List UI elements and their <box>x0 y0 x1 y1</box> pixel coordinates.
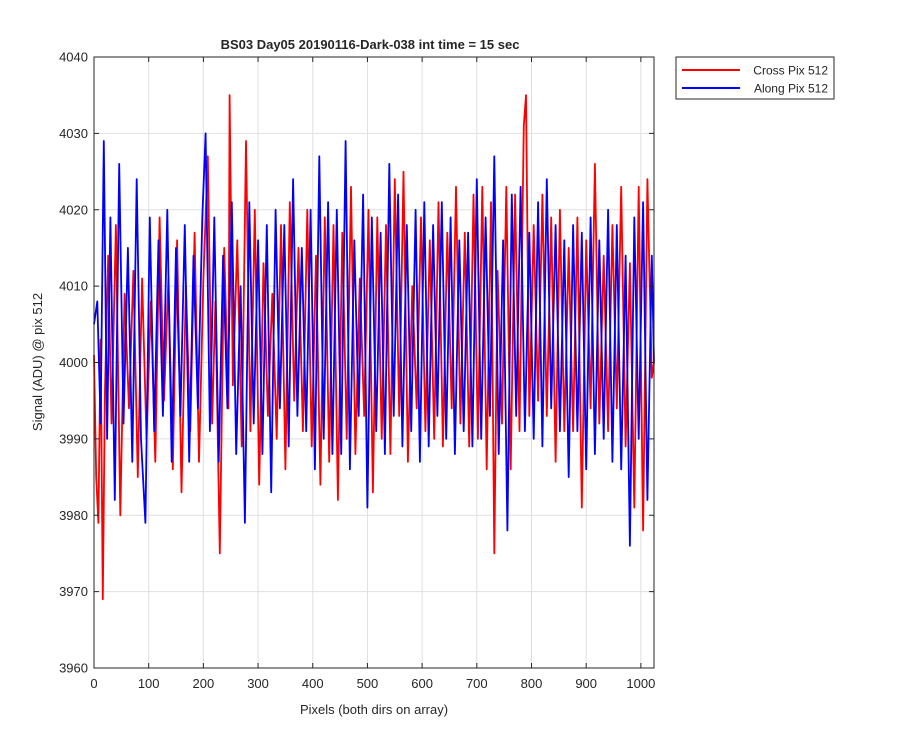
x-tick-label: 1000 <box>626 676 655 691</box>
x-tick-label: 0 <box>90 676 97 691</box>
y-tick-label: 4000 <box>59 355 88 370</box>
ticks: 0 100 200 300 400 500 600 700 800 900 1000 3960 3970… <box>59 50 655 692</box>
x-axis-label: Pixels (both dirs on array) <box>300 702 448 717</box>
y-tick-label: 3970 <box>59 584 88 599</box>
x-tick-label: 200 <box>193 676 215 691</box>
x-tick-label: 400 <box>302 676 324 691</box>
x-tick-label: 300 <box>247 676 269 691</box>
y-tick-label: 4030 <box>59 126 88 141</box>
y-tick-label: 4010 <box>59 279 88 294</box>
y-tick-label: 3960 <box>59 661 88 676</box>
series-line-along-pix-512 <box>93 132 655 547</box>
legend: Cross Pix 512 Along Pix 512 <box>675 56 835 100</box>
x-tick-label: 600 <box>411 676 433 691</box>
legend-label: Cross Pix 512 <box>753 64 828 78</box>
y-tick-label: 3990 <box>59 431 88 446</box>
x-tick-label: 800 <box>521 676 543 691</box>
x-tick-label: 700 <box>466 676 488 691</box>
y-tick-label: 4020 <box>59 202 88 217</box>
x-tick-label: 900 <box>575 676 597 691</box>
x-tick-label: 500 <box>357 676 379 691</box>
legend-box <box>675 56 835 100</box>
chart-title: BS03 Day05 20190116-Dark-038 int time = … <box>221 37 520 52</box>
x-tick-label: 100 <box>138 676 160 691</box>
series-layer <box>93 94 655 601</box>
y-axis-label: Signal (ADU) @ pix 512 <box>30 293 45 431</box>
y-tick-label: 4040 <box>59 50 88 65</box>
legend-label: Along Pix 512 <box>754 82 828 96</box>
y-tick-label: 3980 <box>59 508 88 523</box>
